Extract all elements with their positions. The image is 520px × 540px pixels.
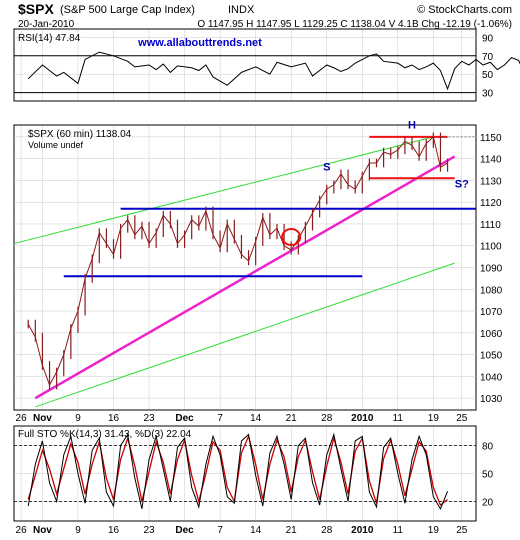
- stoch-x-tick-label: 25: [456, 525, 468, 536]
- quote-line: O 1147.95 H 1147.95 L 1129.25 C 1138.04 …: [197, 19, 512, 30]
- price-x-tick-label: Dec: [175, 413, 194, 424]
- stoch-x-tick-label: 14: [250, 525, 262, 536]
- stoch-title: Full STO %K(14,3) 31.43, %D(3) 22.04: [18, 429, 192, 440]
- price-y-tick-label: 1070: [480, 307, 503, 318]
- stoch-x-tick-label: 26: [16, 525, 28, 536]
- price-x-tick-label: 7: [217, 413, 223, 424]
- symbol-title: $SPX: [18, 1, 54, 17]
- green-trendline: [13, 136, 434, 245]
- rsi-y-tick-label: 30: [482, 89, 494, 100]
- price-x-tick-label: 9: [75, 413, 81, 424]
- green-trendline: [35, 262, 455, 408]
- price-line: [27, 135, 448, 387]
- price-y-tick-label: 1060: [480, 329, 503, 340]
- stoch-y-tick-label: 50: [482, 470, 494, 481]
- price-y-tick-label: 1030: [480, 394, 503, 405]
- rsi-y-tick-label: 50: [482, 70, 494, 81]
- price-title: $SPX (60 min) 1138.04: [28, 129, 132, 140]
- rsi-y-tick-label: 90: [482, 33, 494, 44]
- exchange-label: INDX: [228, 4, 255, 16]
- stoch-k-line: [27, 432, 449, 510]
- date-label: 20-Jan-2010: [18, 19, 75, 30]
- stoch-x-tick-label: 7: [217, 525, 223, 536]
- rsi-line: [27, 51, 520, 91]
- rsi-panel: [13, 28, 477, 102]
- pattern-label: H: [408, 119, 416, 131]
- stoch-x-tick-label: 21: [286, 525, 298, 536]
- price-x-tick-label: 16: [108, 413, 120, 424]
- stoch-layer: 20 50 80: [14, 432, 494, 510]
- highlight-circle: [281, 228, 302, 247]
- rsi-title: RSI(14) 47.84: [18, 33, 81, 44]
- price-y-tick-label: 1080: [480, 285, 503, 296]
- price-y-tick-label: 1090: [480, 264, 503, 275]
- rsi-layer: 30 50 70 90: [14, 33, 520, 100]
- stoch-x-tick-label: Dec: [175, 525, 194, 536]
- price-x-tick-label: 11: [393, 413, 404, 424]
- magenta-trendline: [34, 155, 456, 400]
- stoch-x-tick-label: 11: [393, 525, 404, 536]
- price-y-tick-label: 1120: [480, 198, 502, 209]
- stoch-x-tick-label: 16: [108, 525, 120, 536]
- price-x-tick-label: 2010: [351, 413, 374, 424]
- price-y-tick-label: 1130: [480, 176, 502, 187]
- pattern-label: S: [323, 161, 330, 173]
- price-x-tick-label: 26: [16, 413, 28, 424]
- price-y-tick-label: 1150: [480, 133, 502, 144]
- stoch-y-tick-label: 80: [482, 442, 494, 453]
- stoch-x-tick-label: 2010: [351, 525, 374, 536]
- watermark-text: www.allabouttrends.net: [137, 37, 262, 49]
- price-x-tick-label: 25: [456, 413, 468, 424]
- brand-label: © StockCharts.com: [417, 4, 512, 16]
- price-y-tick-label: 1110: [480, 220, 501, 231]
- stoch-x-tick-label: 19: [428, 525, 440, 536]
- price-x-tick-label: 23: [143, 413, 155, 424]
- symbol-name: (S&P 500 Large Cap Index): [60, 4, 195, 16]
- price-x-tick-label: Nov: [33, 413, 52, 424]
- price-x-tick-label: 14: [250, 413, 262, 424]
- pattern-label: S?: [455, 178, 469, 190]
- price-x-tick-label: 21: [286, 413, 298, 424]
- volume-label: Volume undef: [28, 140, 84, 150]
- stoch-x-tick-label: 28: [321, 525, 333, 536]
- price-y-tick-label: 1040: [480, 372, 503, 383]
- stoch-x-tick-label: 23: [143, 525, 155, 536]
- price-x-tick-label: 28: [321, 413, 333, 424]
- price-layer: 1030 1040 1050 1060 1070 1080 1090 1100 1110 1120…: [13, 119, 503, 408]
- stoch-x-tick-label: Nov: [33, 525, 52, 536]
- price-y-tick-label: 1050: [480, 351, 503, 362]
- price-y-tick-label: 1100: [480, 242, 502, 253]
- stoch-y-tick-label: 20: [482, 497, 494, 508]
- rsi-y-tick-label: 70: [482, 52, 494, 63]
- stoch-x-tick-label: 9: [75, 525, 81, 536]
- price-y-tick-label: 1140: [480, 155, 502, 166]
- price-x-tick-label: 19: [428, 413, 440, 424]
